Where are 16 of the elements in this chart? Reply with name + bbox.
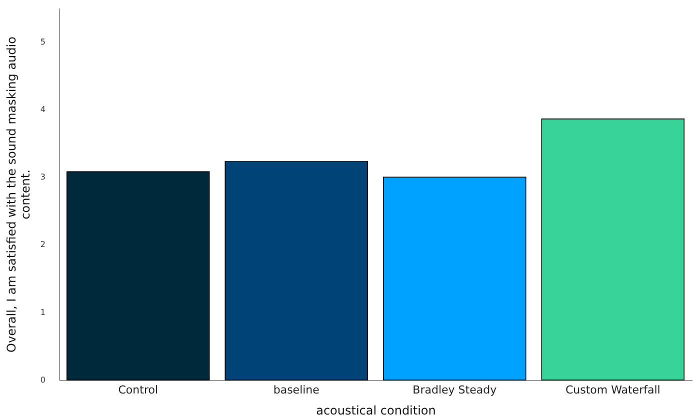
- x-tick-label: Bradley Steady: [412, 384, 498, 396]
- x-tick-label: baseline: [273, 384, 320, 396]
- y-tick-label: 4: [40, 104, 46, 114]
- bar: [383, 176, 526, 380]
- x-tick-label: Custom Waterfall: [565, 384, 660, 396]
- y-tick-label: 5: [40, 37, 46, 46]
- y-axis-title: Overall, I am satisfied with the sound masking audio content.: [4, 36, 32, 352]
- bar: [541, 118, 684, 380]
- x-axis-title: acoustical condition: [316, 404, 436, 418]
- bar: [224, 161, 368, 380]
- bar: [66, 171, 210, 380]
- y-tick-label: 2: [40, 240, 46, 250]
- y-tick-label: 1: [40, 308, 46, 317]
- y-tick-label: 0: [40, 376, 46, 384]
- x-tick-label: Control: [118, 384, 158, 396]
- y-tick-label: 3: [40, 172, 46, 182]
